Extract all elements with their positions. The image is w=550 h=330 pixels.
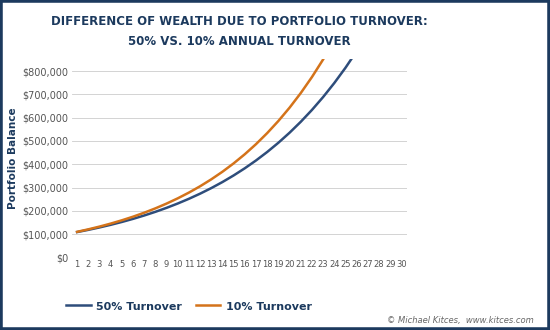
- 10% Turnover: [119, 218, 125, 222]
- Y-axis label: Portfolio Balance: Portfolio Balance: [8, 108, 19, 209]
- 50% Turnover: [119, 220, 125, 224]
- Text: © Michael Kitces,  www.kitces.com: © Michael Kitces, www.kitces.com: [387, 316, 534, 325]
- 10% Turnover: [186, 191, 192, 195]
- 10% Turnover: [96, 225, 103, 229]
- 10% Turnover: [219, 170, 225, 174]
- 50% Turnover: [197, 192, 204, 196]
- 50% Turnover: [208, 186, 214, 190]
- 10% Turnover: [298, 91, 304, 95]
- 10% Turnover: [130, 215, 136, 219]
- 50% Turnover: [163, 206, 170, 210]
- 10% Turnover: [163, 202, 170, 206]
- 10% Turnover: [331, 38, 338, 42]
- 10% Turnover: [252, 142, 260, 146]
- 10% Turnover: [141, 211, 147, 215]
- 10% Turnover: [208, 177, 214, 181]
- 50% Turnover: [331, 81, 338, 85]
- 50% Turnover: [85, 228, 91, 232]
- 10% Turnover: [74, 230, 80, 234]
- 10% Turnover: [241, 152, 248, 156]
- 10% Turnover: [197, 184, 204, 188]
- 10% Turnover: [152, 206, 158, 210]
- 50% Turnover: [107, 223, 114, 227]
- 10% Turnover: [320, 57, 327, 61]
- 10% Turnover: [230, 161, 237, 165]
- Text: DIFFERENCE OF WEALTH DUE TO PORTFOLIO TURNOVER:: DIFFERENCE OF WEALTH DUE TO PORTFOLIO TU…: [51, 15, 428, 28]
- 10% Turnover: [85, 227, 91, 231]
- 50% Turnover: [275, 141, 282, 145]
- 50% Turnover: [152, 210, 158, 214]
- 50% Turnover: [298, 120, 304, 124]
- 50% Turnover: [141, 214, 147, 217]
- 50% Turnover: [309, 108, 315, 112]
- 10% Turnover: [275, 119, 282, 123]
- Text: 50% VS. 10% ANNUAL TURNOVER: 50% VS. 10% ANNUAL TURNOVER: [128, 35, 350, 48]
- 50% Turnover: [353, 49, 360, 53]
- 50% Turnover: [219, 180, 225, 184]
- 50% Turnover: [287, 131, 293, 135]
- Legend: 50% Turnover, 10% Turnover: 50% Turnover, 10% Turnover: [62, 297, 316, 316]
- 50% Turnover: [241, 166, 248, 170]
- 10% Turnover: [287, 106, 293, 110]
- 50% Turnover: [252, 158, 260, 162]
- 50% Turnover: [96, 225, 103, 229]
- 50% Turnover: [186, 197, 192, 201]
- 10% Turnover: [174, 196, 181, 200]
- Line: 50% Turnover: 50% Turnover: [77, 0, 402, 232]
- 50% Turnover: [230, 174, 237, 178]
- 50% Turnover: [342, 66, 349, 70]
- 50% Turnover: [174, 202, 181, 206]
- 10% Turnover: [107, 222, 114, 226]
- 50% Turnover: [130, 217, 136, 221]
- 50% Turnover: [376, 12, 382, 16]
- 50% Turnover: [74, 230, 80, 234]
- 50% Turnover: [320, 95, 327, 99]
- 10% Turnover: [264, 131, 271, 135]
- 50% Turnover: [264, 150, 271, 154]
- 10% Turnover: [309, 75, 315, 79]
- 50% Turnover: [365, 31, 371, 35]
- 10% Turnover: [342, 17, 349, 21]
- Line: 10% Turnover: 10% Turnover: [77, 0, 402, 232]
